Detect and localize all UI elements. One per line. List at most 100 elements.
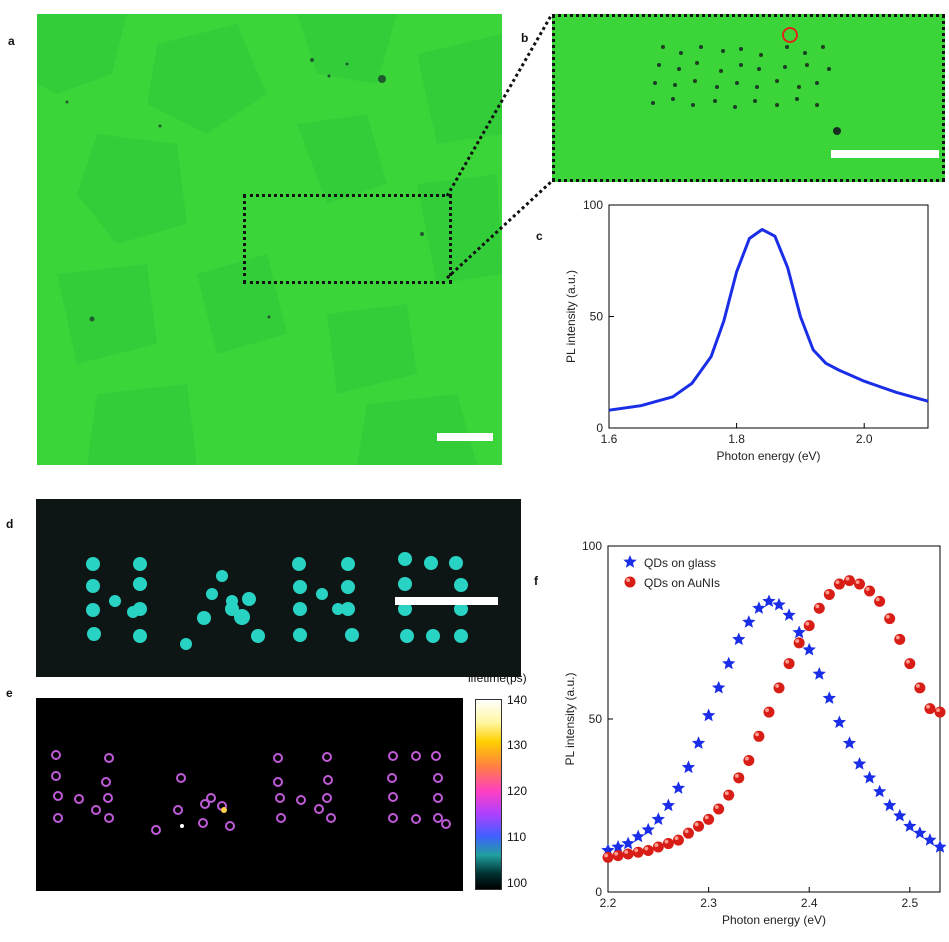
- zoom-dot: [677, 67, 681, 71]
- aunis-sphere-point-highlight: [775, 684, 780, 688]
- panel-label-e: e: [6, 686, 13, 700]
- glass-star-point: [772, 597, 786, 611]
- glass-star-point: [903, 819, 917, 832]
- aunis-sphere-point-highlight: [694, 822, 699, 827]
- scale-bar-b: [831, 150, 939, 158]
- lifetime-ring: [388, 792, 398, 802]
- nano-dot: [133, 557, 147, 571]
- lifetime-colorbar: [475, 699, 502, 890]
- aunis-sphere-point-highlight: [674, 836, 679, 841]
- aunis-sphere-point: [622, 848, 634, 860]
- zoomed-dot-array: [651, 45, 841, 135]
- aunis-sphere-point-highlight: [755, 732, 759, 737]
- aunis-sphere-point: [733, 772, 745, 784]
- zoom-dot: [699, 45, 703, 49]
- lifetime-ring: [296, 795, 306, 805]
- lifetime-hotspot: [180, 824, 184, 828]
- nano-dot-pattern: [86, 552, 468, 650]
- nano-dot: [292, 557, 306, 571]
- zoom-dot: [715, 85, 719, 89]
- glass-star-point: [621, 836, 635, 850]
- nano-dot: [216, 570, 228, 582]
- aunis-sphere-point-highlight: [614, 851, 619, 856]
- aunis-sphere-point-highlight: [704, 815, 709, 820]
- zoom-dot: [673, 83, 677, 87]
- scale-bar-d: [395, 597, 498, 605]
- lifetime-ring: [388, 813, 398, 823]
- legend-sphere-marker: [624, 576, 636, 588]
- lifetime-ring: [387, 773, 397, 783]
- glass-star-point: [822, 691, 836, 704]
- zoom-dot: [755, 85, 759, 89]
- nano-dot: [398, 602, 412, 616]
- nano-dot: [345, 628, 359, 642]
- glass-star-point: [913, 826, 927, 839]
- lifetime-ring: [101, 777, 111, 787]
- colorbar-tick-120: 120: [507, 784, 528, 798]
- nano-dot: [87, 627, 101, 641]
- aunis-sphere-point-highlight: [624, 850, 629, 854]
- lifetime-ring: [173, 805, 183, 815]
- glass-star-point: [812, 667, 826, 680]
- aunis-sphere-point-highlight: [654, 843, 659, 848]
- zoom-dot: [713, 99, 717, 103]
- nano-dot: [454, 602, 468, 616]
- y-tick-label: 50: [589, 712, 603, 726]
- lifetime-ring: [225, 821, 235, 831]
- chart-f-pl-comparison: 2.2 2.3 2.4 2.5 0 50 100 Photon energy (eV) PL i…: [563, 539, 946, 927]
- zoom-dot: [693, 79, 697, 83]
- aunis-sphere-point-highlight: [936, 708, 940, 713]
- panel-b-zoom-image: [552, 14, 945, 182]
- colorbar-title: lifetime(ps): [468, 671, 527, 685]
- aunis-sphere-point-highlight: [916, 684, 920, 688]
- glass-star-point: [641, 822, 655, 836]
- scale-bar-a: [437, 433, 493, 441]
- aunis-sphere-point: [763, 706, 775, 718]
- aunis-sphere-point: [662, 838, 674, 850]
- aunis-sphere-point: [823, 588, 835, 600]
- lifetime-ring: [314, 804, 324, 814]
- nano-dot: [86, 579, 100, 593]
- nano-dot: [400, 629, 414, 643]
- glass-star-point: [883, 798, 897, 812]
- zoom-dot: [739, 63, 743, 67]
- glass-star-point: [601, 843, 615, 857]
- glass-star-point: [701, 708, 716, 722]
- panel-label-d: d: [6, 517, 14, 531]
- zoom-dot: [783, 65, 787, 69]
- aunis-sphere-point-highlight: [644, 846, 649, 851]
- lifetime-ring: [53, 791, 63, 801]
- zoom-dot: [759, 53, 763, 57]
- nano-dot: [293, 602, 307, 616]
- nano-dot: [449, 556, 463, 570]
- glass-star-point: [792, 625, 806, 639]
- nano-dot: [242, 592, 256, 606]
- x-tick-label: 2.2: [600, 896, 617, 910]
- aunis-sphere-point-highlight: [714, 805, 719, 809]
- zoom-dot: [735, 81, 739, 85]
- zoom-dot: [661, 45, 665, 49]
- glass-star-point: [752, 601, 766, 614]
- aunis-sphere-point-highlight: [604, 853, 608, 858]
- lifetime-ring: [176, 773, 186, 783]
- x-tick-label: 2.4: [801, 896, 818, 910]
- glass-star-point: [802, 642, 816, 656]
- zoom-dot: [757, 67, 761, 71]
- lifetime-ring: [323, 775, 333, 785]
- aunis-sphere-point: [864, 585, 876, 597]
- zoom-dot: [827, 67, 831, 71]
- aunis-sphere-point-highlight: [855, 580, 860, 585]
- lifetime-ring: [433, 813, 443, 823]
- panel-d-nano-image: [36, 499, 521, 677]
- glass-star-point: [712, 680, 726, 694]
- nano-dot: [341, 557, 355, 571]
- plot-frame: [608, 204, 929, 429]
- lifetime-ring: [151, 825, 161, 835]
- zoom-dot: [653, 81, 657, 85]
- lifetime-hotspot: [221, 807, 227, 813]
- lifetime-ring: [51, 771, 61, 781]
- zoom-dot: [803, 51, 807, 55]
- glass-star-point: [681, 760, 696, 774]
- lifetime-ring: [433, 773, 443, 783]
- glass-star-point: [852, 757, 867, 770]
